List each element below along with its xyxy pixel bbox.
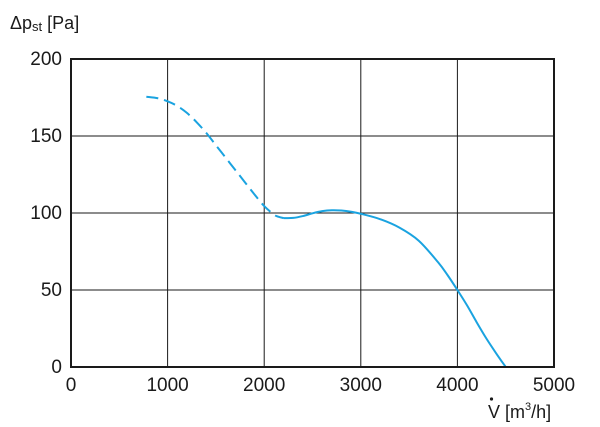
plot-frame: [70, 58, 555, 368]
y-tick-label: 150: [30, 126, 62, 147]
curve-dashed: [146, 95, 284, 220]
y-axis-subscript: st: [32, 19, 43, 34]
x-axis-unit-pre: [m: [500, 402, 525, 422]
x-tick-label: 5000: [533, 375, 575, 396]
x-tick-label: 4000: [436, 375, 478, 396]
y-axis-title: Δpst [Pa]: [10, 13, 79, 34]
x-axis-title: V [m3/h]: [488, 397, 551, 422]
y-tick-label: 0: [51, 357, 62, 378]
curve-solid: [283, 209, 507, 368]
x-tick-label: 1000: [146, 375, 188, 396]
x-tick-label: 0: [66, 375, 77, 396]
flow-dot-accent: [489, 397, 494, 401]
x-axis-unit-post: /h]: [531, 402, 551, 422]
y-axis-unit: [Pa]: [42, 13, 79, 33]
y-axis-symbol: Δp: [10, 13, 32, 33]
svg-text:V [m3/h]: V [m3/h]: [488, 401, 551, 422]
x-axis-symbol: V: [488, 402, 500, 422]
curves: [146, 95, 507, 368]
y-tick-label: 50: [41, 280, 62, 301]
x-axis-superscript: 3: [525, 401, 531, 413]
y-tick-label: 100: [30, 203, 62, 224]
tick-labels: 0 1000 2000 3000 4000 5000 0 50 100 150 200: [30, 49, 575, 396]
x-tick-label: 3000: [340, 375, 382, 396]
y-tick-label: 200: [30, 49, 62, 70]
x-tick-label: 2000: [243, 375, 285, 396]
